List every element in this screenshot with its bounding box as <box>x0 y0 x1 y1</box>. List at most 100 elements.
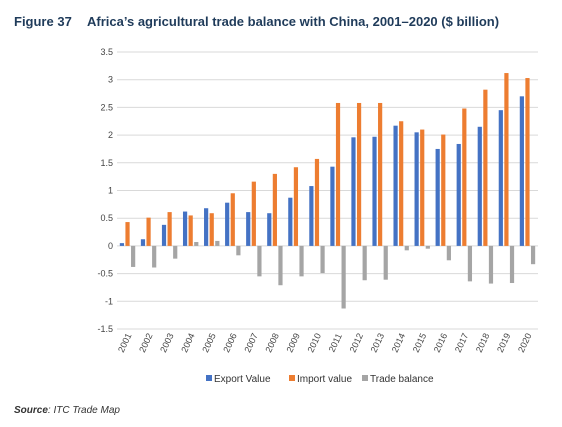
bar <box>351 137 356 246</box>
bar <box>293 167 299 246</box>
bar <box>488 245 494 284</box>
bar <box>152 245 157 268</box>
x-tick-label: 2009 <box>284 332 302 354</box>
source-text: : ITC Trade Map <box>47 405 120 416</box>
x-axis-ticks: 2001 2002 2003 2004 2005 2006 2007 2008 2009 2010… <box>116 332 533 354</box>
bar <box>435 148 440 246</box>
x-tick-label: 2019 <box>495 332 513 354</box>
bar <box>225 202 230 246</box>
bar <box>278 245 283 286</box>
bar <box>498 110 503 246</box>
bar <box>362 245 367 281</box>
bar <box>230 193 235 246</box>
x-tick-label: 2015 <box>411 332 429 354</box>
x-tick-label: 2005 <box>200 332 218 354</box>
bar <box>483 89 488 246</box>
legend-label: Trade balance <box>370 374 434 385</box>
bar <box>246 212 251 246</box>
bar <box>467 245 473 282</box>
source-label: Source <box>14 405 48 416</box>
bar <box>182 211 188 246</box>
bar <box>335 102 341 246</box>
y-tick-label: -1.5 <box>97 324 113 334</box>
legend-swatch <box>289 375 295 381</box>
y-tick-label: 2 <box>108 130 113 140</box>
bar <box>341 245 346 309</box>
x-tick-label: 2016 <box>432 332 450 354</box>
bar <box>320 245 325 274</box>
y-axis-ticks: 3.5 3 2.5 2 1.5 1 0.5 0 -0.5 -1 -1.5 <box>97 47 113 334</box>
x-tick-label: 2018 <box>474 332 492 354</box>
bar <box>173 245 178 259</box>
bar <box>456 143 461 246</box>
y-tick-label: 0 <box>108 241 113 251</box>
bar <box>251 181 256 246</box>
x-tick-label: 2004 <box>179 332 197 354</box>
bar <box>146 217 151 246</box>
bar <box>140 239 146 246</box>
x-tick-label: 2017 <box>453 332 471 354</box>
x-tick-label: 2008 <box>263 332 281 354</box>
bar <box>209 213 214 246</box>
bar <box>125 222 130 246</box>
y-tick-label: 0.5 <box>100 213 113 223</box>
y-tick-label: -1 <box>105 296 113 306</box>
x-tick-label: 2011 <box>327 332 344 354</box>
bar <box>119 243 125 246</box>
x-tick-label: 2007 <box>242 332 260 354</box>
figure-header: Figure 37 Africa’s agricultural trade bal… <box>14 14 499 29</box>
x-tick-label: 2001 <box>116 332 134 354</box>
bar <box>330 166 335 246</box>
bar <box>372 136 377 246</box>
bar <box>441 134 446 246</box>
legend-swatch <box>362 375 368 381</box>
bar <box>420 129 425 246</box>
legend: Export Value Import value Trade balance <box>206 374 434 385</box>
bar <box>519 96 524 246</box>
bar <box>288 197 293 246</box>
y-tick-label: 3 <box>108 75 113 85</box>
bar <box>167 212 172 246</box>
bar <box>525 78 530 246</box>
bar <box>272 173 277 246</box>
bar <box>378 102 383 246</box>
figure-source: Source: ITC Trade Map <box>14 405 120 416</box>
bar <box>425 245 430 249</box>
x-tick-label: 2010 <box>305 332 323 354</box>
bar <box>504 73 509 246</box>
x-tick-label: 2014 <box>390 332 408 354</box>
bar <box>509 245 515 284</box>
legend-label: Import value <box>297 374 352 385</box>
bar <box>236 245 241 256</box>
bar <box>309 186 314 246</box>
bar <box>477 126 482 246</box>
x-tick-label: 2006 <box>221 332 239 354</box>
bar <box>299 245 304 277</box>
bar <box>446 245 451 261</box>
bars <box>119 73 536 309</box>
figure-label: Figure 37 <box>14 14 72 29</box>
bar <box>314 158 320 246</box>
bar <box>131 245 136 267</box>
x-tick-label: 2013 <box>369 332 387 354</box>
bar <box>530 245 536 265</box>
y-tick-label: 1.5 <box>100 158 113 168</box>
y-tick-label: 2.5 <box>100 102 113 112</box>
legend-label: Export Value <box>214 374 271 385</box>
x-tick-label: 2003 <box>158 332 176 354</box>
bar <box>267 213 272 246</box>
y-tick-label: -0.5 <box>97 269 113 279</box>
bar <box>399 121 404 246</box>
bar <box>462 108 467 246</box>
bar <box>215 240 220 246</box>
x-tick-label: 2020 <box>516 332 534 354</box>
bar <box>194 242 199 246</box>
legend-swatch <box>206 375 212 381</box>
bar <box>188 215 193 246</box>
y-tick-label: 3.5 <box>100 47 113 57</box>
y-tick-label: 1 <box>108 186 113 196</box>
x-tick-label: 2002 <box>137 332 155 354</box>
gridlines <box>117 51 538 330</box>
chart-title: Africa’s agricultural trade balance with… <box>87 14 500 29</box>
